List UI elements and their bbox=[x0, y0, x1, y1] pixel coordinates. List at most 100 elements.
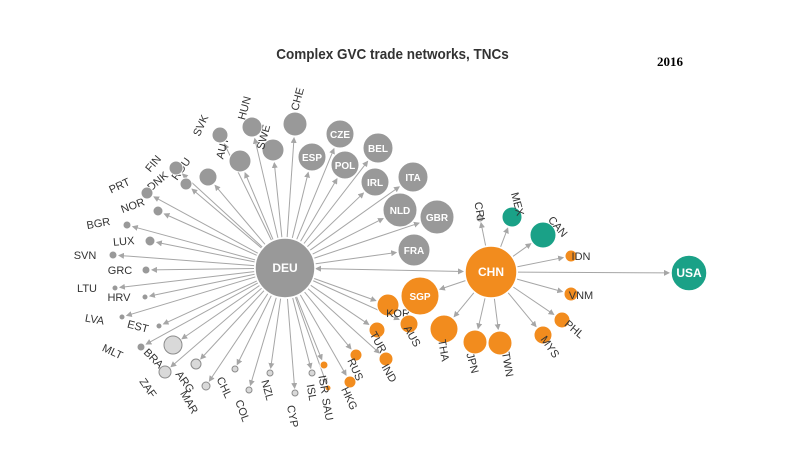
edge-deu-esp bbox=[291, 171, 310, 238]
node-label-irl: IRL bbox=[367, 178, 383, 189]
node-cyp: CYP bbox=[284, 389, 300, 429]
edge-deu-ind bbox=[307, 288, 381, 354]
node-circle-rus bbox=[349, 348, 363, 362]
node-circle-phl bbox=[553, 311, 571, 329]
edge-deu-tur bbox=[310, 284, 370, 325]
node-grc: GRC bbox=[108, 265, 151, 277]
node-circle-usa bbox=[670, 254, 708, 292]
node-hun: HUN bbox=[236, 95, 263, 138]
node-label-ltu: LTU bbox=[77, 283, 97, 295]
node-circle-ita bbox=[397, 161, 429, 193]
node-esp: ESP bbox=[297, 142, 327, 172]
node-circle-sgp bbox=[400, 276, 440, 316]
node-circle-esp bbox=[297, 142, 327, 172]
edge-deu-svn bbox=[117, 252, 255, 267]
node-label-est: EST bbox=[126, 319, 150, 336]
node-circle-isr bbox=[319, 360, 329, 370]
node-vnm: VNM bbox=[563, 286, 593, 302]
node-label-phl: PHL bbox=[562, 318, 586, 341]
node-label-ind: IND bbox=[379, 362, 399, 384]
edge-chn-mys bbox=[507, 292, 537, 328]
node-ita: ITA bbox=[397, 161, 429, 193]
edge-deu-ita bbox=[309, 186, 400, 251]
node-circle-cze bbox=[325, 119, 355, 149]
node-circle-fra bbox=[397, 233, 431, 267]
edge-deu-aut bbox=[244, 172, 274, 240]
edge-chn-tha bbox=[453, 292, 475, 318]
node-circle-nor bbox=[152, 205, 164, 217]
node-label-bel: BEL bbox=[368, 144, 388, 155]
chart-title: Complex GVC trade networks, TNCs bbox=[276, 46, 509, 63]
edge-deu-swe bbox=[271, 161, 283, 238]
node-chn: CHN bbox=[464, 245, 518, 299]
edge-chn-twn bbox=[493, 298, 501, 331]
node-aus: AUS bbox=[399, 314, 423, 350]
node-circle-hrv bbox=[141, 293, 149, 301]
node-circle-fin bbox=[168, 160, 184, 176]
edge-deu-nor bbox=[163, 213, 257, 256]
node-circle-zaf bbox=[158, 365, 172, 379]
node-jpn: JPN bbox=[462, 329, 488, 375]
edge-deu-fin bbox=[181, 173, 263, 248]
node-chl: CHL bbox=[214, 365, 239, 400]
edge-deu-hrv bbox=[148, 273, 255, 298]
node-label-hrv: HRV bbox=[107, 292, 131, 304]
node-label-ita: ITA bbox=[405, 173, 420, 184]
node-tur: TUR bbox=[367, 321, 389, 356]
node-che: CHE bbox=[282, 86, 308, 137]
node-circle-mlt bbox=[136, 342, 146, 352]
node-twn: TWN bbox=[487, 330, 515, 378]
node-prt: PRT bbox=[107, 176, 154, 200]
node-label-isl: ISL bbox=[304, 383, 319, 401]
node-deu: DEU bbox=[254, 237, 316, 299]
node-label-idn: IDN bbox=[572, 251, 591, 263]
node-mys: MYS bbox=[533, 325, 561, 360]
node-can: CAN bbox=[529, 214, 569, 249]
edge-chn-cri bbox=[479, 221, 487, 246]
node-usa: USA bbox=[670, 254, 708, 292]
node-circle-vnm bbox=[563, 286, 579, 302]
node-circle-deu bbox=[254, 237, 316, 299]
node-nor: NOR bbox=[119, 196, 164, 217]
edges-layer bbox=[117, 136, 671, 390]
node-circle-sau bbox=[324, 384, 332, 392]
edge-deu-grc bbox=[150, 266, 255, 273]
node-lva: LVA bbox=[84, 312, 126, 328]
node-lux: LUX bbox=[113, 235, 156, 249]
node-phl: PHL bbox=[553, 311, 586, 341]
node-tha: THA bbox=[429, 314, 459, 363]
node-label-tur: TUR bbox=[367, 330, 389, 356]
node-label-sgp: SGP bbox=[409, 292, 430, 303]
edge-deu-rus bbox=[304, 291, 352, 350]
node-bra: BRA bbox=[141, 335, 183, 372]
edge-chn-usa bbox=[517, 269, 671, 276]
node-label-zaf: ZAF bbox=[137, 376, 159, 400]
node-label-aus: AUS bbox=[401, 324, 423, 350]
year-label: 2016 bbox=[657, 54, 683, 69]
node-circle-col bbox=[245, 386, 253, 394]
edge-deu-col bbox=[248, 297, 277, 387]
node-label-mar: MAR bbox=[177, 389, 200, 416]
node-label-gbr: GBR bbox=[426, 213, 449, 224]
edge-deu-arg bbox=[200, 290, 265, 360]
node-svn: SVN bbox=[74, 250, 118, 262]
node-circle-che bbox=[282, 111, 308, 137]
edge-chn-vnm bbox=[516, 278, 564, 294]
nodes-layer: DEU CHN USA CZE ESP BEL POL IRL ITA NLD GBR FRA CHE S… bbox=[74, 86, 708, 429]
edge-deu-isl bbox=[292, 297, 313, 370]
node-label-vnm: VNM bbox=[569, 290, 593, 302]
edge-deu-pol bbox=[300, 177, 338, 242]
edge-deu-lux bbox=[155, 240, 255, 263]
node-label-lux: LUX bbox=[113, 235, 136, 249]
node-label-svn: SVN bbox=[74, 250, 97, 262]
node-pol: POL bbox=[330, 150, 360, 180]
node-circle-irl bbox=[360, 167, 390, 197]
node-circle-bgr bbox=[122, 220, 132, 230]
node-label-svk: SVK bbox=[191, 113, 211, 139]
node-circle-chn bbox=[464, 245, 518, 299]
node-circle-lux bbox=[144, 235, 156, 247]
edge-deu-cze bbox=[296, 147, 335, 240]
edge-deu-fra bbox=[315, 250, 398, 265]
node-idn: IDN bbox=[564, 249, 591, 263]
